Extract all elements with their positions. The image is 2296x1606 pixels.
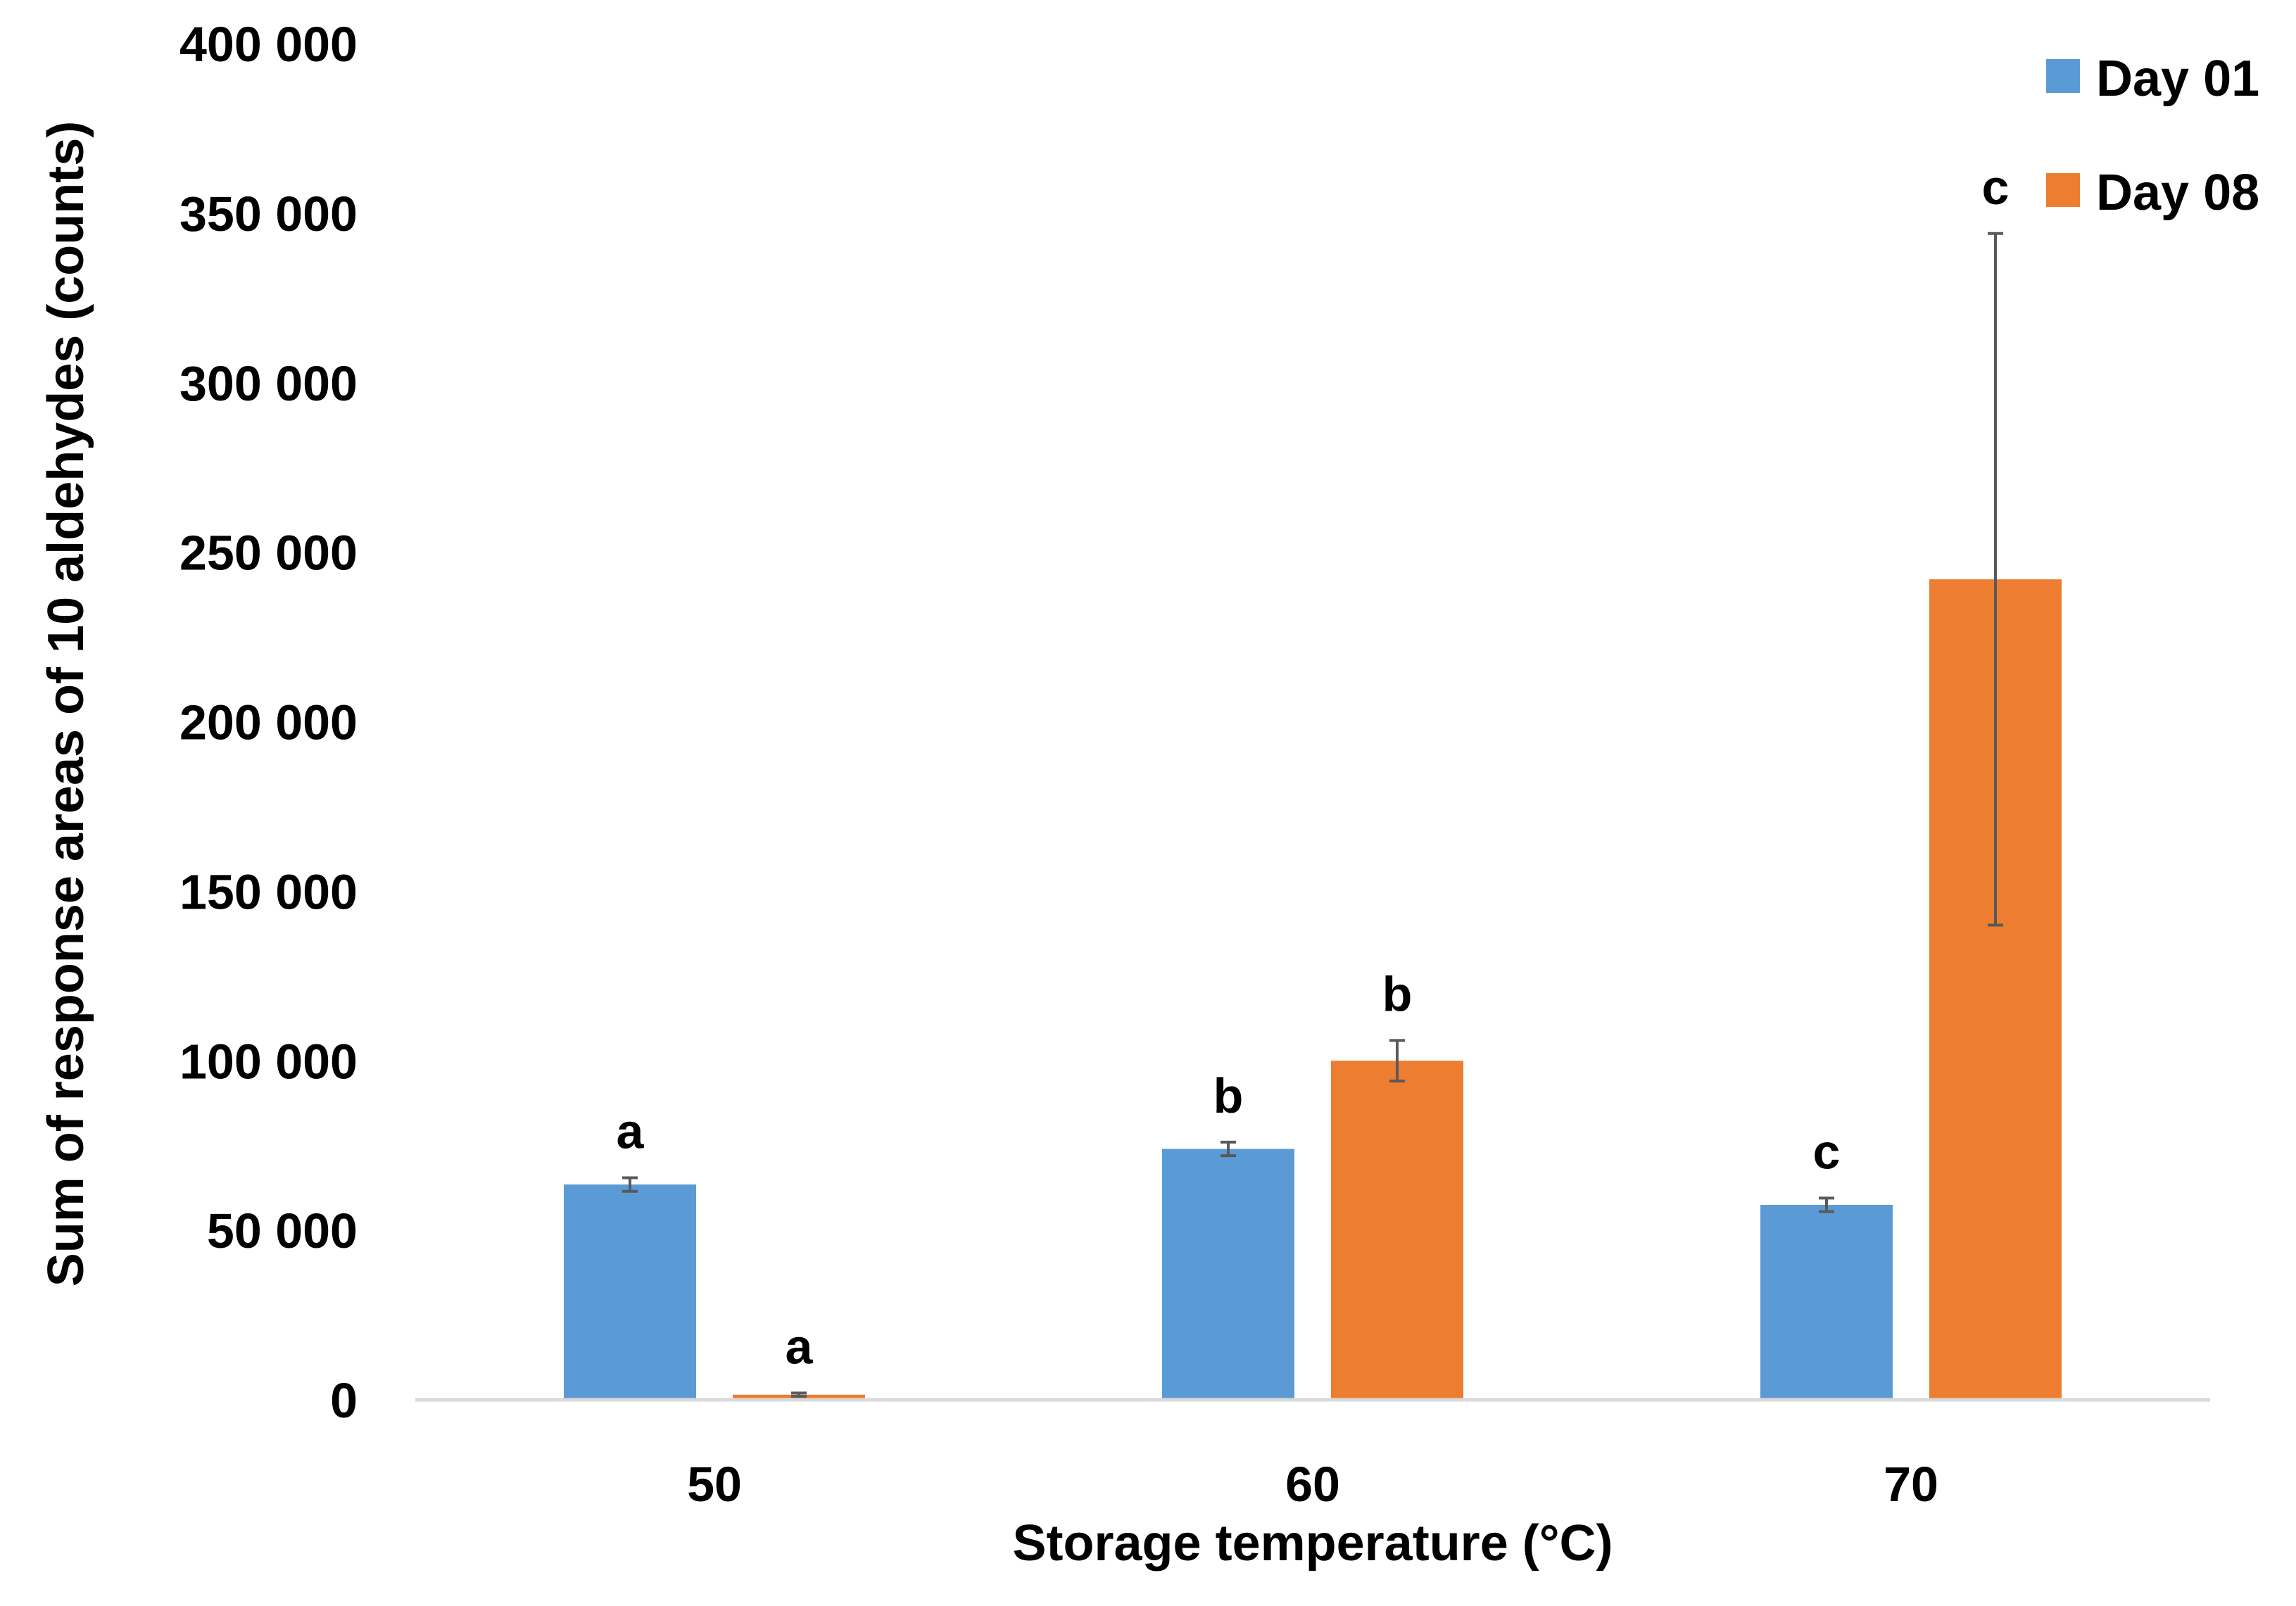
error-bar [1819, 1196, 1834, 1213]
y-tick-label: 150 000 [179, 864, 358, 919]
bar-day-08-60 [1331, 1061, 1463, 1400]
legend: Day 01 Day 08 [2046, 51, 2259, 221]
x-tick-label: 50 [687, 1457, 742, 1512]
error-bar [1220, 1140, 1236, 1158]
y-tick-label: 300 000 [179, 356, 358, 411]
bar-day-01-70 [1760, 1204, 1893, 1400]
significance-label: c [1982, 160, 2010, 215]
y-axis-title: Sum of response areas of 10 aldehydes (c… [38, 121, 94, 1287]
y-axis-ticks: 0 50 000 100 000 150 000 200 000 250 000 300 0… [179, 17, 358, 1428]
significance-label: a [617, 1104, 645, 1158]
y-tick-label: 50 000 [207, 1203, 358, 1258]
x-tick-label: 70 [1884, 1457, 1938, 1512]
bar-day-01-60 [1162, 1149, 1294, 1400]
bar-day-01-50 [564, 1184, 696, 1400]
bars [564, 579, 2062, 1400]
y-tick-label: 400 000 [179, 17, 358, 72]
error-bars [622, 232, 2003, 1398]
y-tick-label: 250 000 [179, 526, 358, 581]
significance-label: a [786, 1319, 814, 1374]
x-axis-title: Storage temperature (°C) [1013, 1515, 1613, 1572]
y-tick-label: 100 000 [179, 1034, 358, 1089]
significance-labels: a b c a b c [617, 160, 2010, 1374]
legend-swatch [2046, 173, 2080, 207]
y-tick-label: 350 000 [179, 186, 358, 241]
error-bar [1988, 232, 2003, 927]
x-axis-ticks: 50 60 70 [687, 1457, 1938, 1512]
legend-label: Day 01 [2096, 51, 2259, 107]
legend-label: Day 08 [2096, 165, 2259, 221]
x-tick-label: 60 [1285, 1457, 1340, 1512]
y-tick-label: 0 [330, 1373, 358, 1428]
legend-swatch [2046, 59, 2080, 93]
error-bar [622, 1176, 638, 1193]
error-bar [1389, 1039, 1405, 1083]
significance-label: c [1813, 1124, 1841, 1179]
significance-label: b [1382, 966, 1413, 1021]
significance-label: b [1213, 1068, 1244, 1123]
y-tick-label: 200 000 [179, 695, 358, 750]
error-bar [791, 1391, 807, 1398]
